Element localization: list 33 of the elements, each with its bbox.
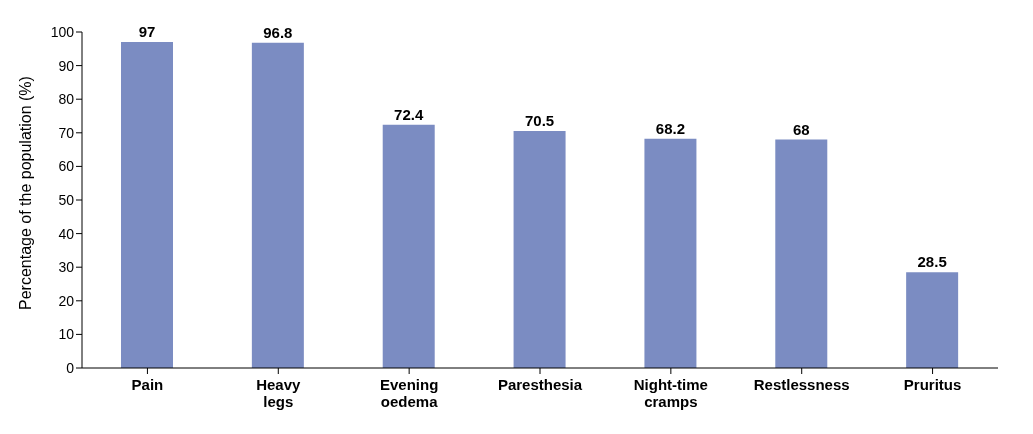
data-label: 68.2 xyxy=(655,119,686,137)
y-tick-label: 80 xyxy=(58,91,75,108)
y-axis-title: Percentage of the population (%) xyxy=(16,76,34,310)
y-tick-label: 70 xyxy=(58,124,75,141)
x-tick-label: Paresthesia xyxy=(497,376,583,393)
y-tick-label: 30 xyxy=(58,259,75,276)
x-tick-label: Evening oedema xyxy=(379,376,439,410)
y-tick-label: 90 xyxy=(58,57,75,74)
y-tick-label: 40 xyxy=(58,225,75,242)
bar xyxy=(251,42,304,368)
data-label: 96.8 xyxy=(263,23,293,41)
x-tick-label: Pain xyxy=(131,376,164,393)
x-tick-label: Night-time cramps xyxy=(633,376,708,410)
bar xyxy=(121,42,173,368)
x-tick-label: Pruritus xyxy=(903,376,962,393)
data-label: 97 xyxy=(138,23,156,41)
x-tick-label: Restlessness xyxy=(753,376,850,393)
bar xyxy=(906,272,959,368)
bar xyxy=(775,139,828,368)
y-tick-label: 50 xyxy=(58,191,75,208)
y-tick-label: 60 xyxy=(58,158,75,175)
y-tick-label: 100 xyxy=(50,23,75,40)
data-label: 28.5 xyxy=(917,253,947,271)
y-tick-label: 20 xyxy=(58,292,75,309)
data-label: 70.5 xyxy=(524,112,555,130)
y-tick-label: 10 xyxy=(58,326,75,343)
data-label: 72.4 xyxy=(394,105,424,123)
bar xyxy=(382,124,435,368)
x-tick-label: Heavy legs xyxy=(256,376,302,410)
data-label: 68 xyxy=(792,120,810,138)
bar xyxy=(513,131,566,368)
y-tick-label: 0 xyxy=(66,359,75,376)
bar xyxy=(644,138,697,368)
